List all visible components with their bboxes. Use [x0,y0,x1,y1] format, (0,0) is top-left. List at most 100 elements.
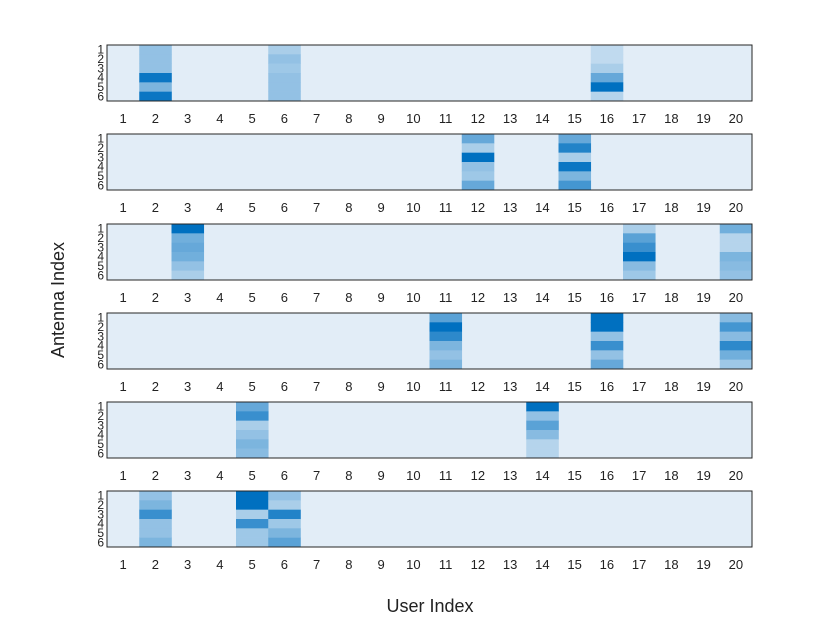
x-tick-label: 14 [535,290,549,305]
x-tick-label: 16 [600,111,614,126]
x-tick-label: 5 [249,111,256,126]
y-tick-label: 5 [97,259,104,273]
y-tick-label: 3 [97,150,104,164]
heatmap-cell [590,313,624,323]
x-tick-label: 15 [567,200,581,215]
x-tick-label: 14 [535,111,549,126]
x-tick-label: 5 [249,290,256,305]
x-tick-label: 20 [729,200,743,215]
heatmap-cell [429,359,463,370]
x-tick-label: 9 [378,290,385,305]
x-tick-label: 9 [378,379,385,394]
x-tick-label: 15 [567,290,581,305]
heatmap-cell [236,500,269,510]
x-tick-label: 12 [471,200,485,215]
x-tick-label: 19 [696,290,710,305]
heatmap-cell [526,448,559,459]
y-tick-label: 6 [97,89,104,103]
x-tick-label: 13 [503,200,517,215]
x-tick-label: 4 [216,200,223,215]
x-tick-label: 18 [664,290,678,305]
x-tick-label: 17 [632,379,646,394]
x-tick-label: 8 [345,200,352,215]
x-tick-label: 1 [120,200,127,215]
y-tick-label: 1 [97,43,104,57]
x-tick-label: 13 [503,111,517,126]
panel-frame [106,490,753,548]
x-tick-label: 18 [664,200,678,215]
x-tick-label: 10 [406,557,420,572]
x-tick-label: 14 [535,379,549,394]
heatmap-cell [139,45,172,55]
x-tick-label: 20 [729,468,743,483]
heatmap-cell [429,331,463,342]
heatmap-cell [268,82,301,92]
heatmap-cell [590,63,624,74]
heatmap-cell [236,537,269,548]
y-tick-label: 1 [97,222,104,236]
y-tick-label: 2 [97,498,104,512]
heatmap-cell [429,313,463,323]
y-tick-label: 2 [97,52,104,66]
y-tick-label: 5 [97,348,104,362]
heatmap-cell [268,91,301,102]
x-tick-label: 6 [281,111,288,126]
x-tick-label: 11 [439,468,453,483]
heatmap-cell [268,73,301,83]
x-tick-label: 6 [281,557,288,572]
x-tick-label: 5 [249,468,256,483]
y-tick-label: 3 [97,240,104,254]
y-tick-label: 1 [97,400,104,414]
y-tick-label: 6 [97,446,104,460]
heatmap-cell [236,491,269,501]
heatmap-cell [719,313,753,323]
x-tick-label: 10 [406,468,420,483]
heatmap-cell [526,402,559,412]
x-tick-label: 3 [184,379,191,394]
heatmap-cell [139,82,172,92]
heatmap-cell [268,500,301,510]
heatmap-cell [268,45,301,55]
x-tick-label: 14 [535,200,549,215]
heatmap-cell [139,491,172,501]
heatmap-cell [590,331,624,342]
y-tick-label: 4 [97,160,104,174]
heatmap-cell [139,537,172,548]
x-tick-label: 15 [567,379,581,394]
heatmap-cell [236,448,269,459]
x-tick-label: 20 [729,290,743,305]
x-tick-label: 6 [281,200,288,215]
x-tick-label: 18 [664,379,678,394]
heatmap-cell [590,45,624,55]
heatmap-cell [719,242,753,253]
x-tick-label: 7 [313,111,320,126]
heatmap-cell [558,162,592,172]
heatmap-cell [623,233,656,243]
x-tick-label: 1 [120,557,127,572]
y-tick-label: 2 [97,320,104,334]
heatmap-cell [719,331,753,342]
heatmap-cell [171,233,205,243]
heatmap-cell [623,270,656,281]
x-tick-label: 8 [345,290,352,305]
x-tick-label: 17 [632,200,646,215]
heatmap-cell [461,162,495,172]
heatmap-cell [719,261,753,271]
x-tick-label: 18 [664,468,678,483]
heatmap-cell [558,152,592,163]
x-tick-label: 6 [281,290,288,305]
x-tick-label: 16 [600,290,614,305]
x-tick-label: 2 [152,557,159,572]
y-tick-label: 3 [97,507,104,521]
heatmap-cell [429,341,463,351]
heatmap-cell [171,252,205,262]
x-tick-label: 15 [567,468,581,483]
x-tick-label: 19 [696,557,710,572]
heatmap-cell [590,322,624,332]
